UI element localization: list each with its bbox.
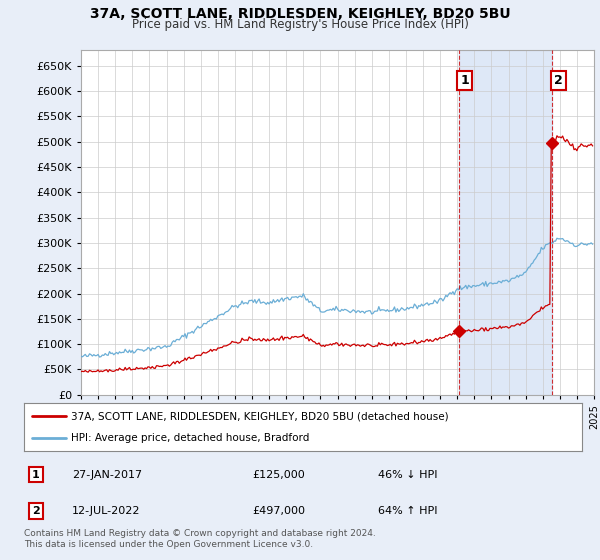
Text: HPI: Average price, detached house, Bradford: HPI: Average price, detached house, Brad… — [71, 433, 310, 443]
Text: 2: 2 — [32, 506, 40, 516]
Text: Contains HM Land Registry data © Crown copyright and database right 2024.
This d: Contains HM Land Registry data © Crown c… — [24, 529, 376, 549]
Text: Price paid vs. HM Land Registry's House Price Index (HPI): Price paid vs. HM Land Registry's House … — [131, 18, 469, 31]
Text: 1: 1 — [460, 74, 469, 87]
Text: 37A, SCOTT LANE, RIDDLESDEN, KEIGHLEY, BD20 5BU: 37A, SCOTT LANE, RIDDLESDEN, KEIGHLEY, B… — [89, 7, 511, 21]
Text: 27-JAN-2017: 27-JAN-2017 — [72, 470, 142, 479]
Bar — [458, 50, 552, 395]
Text: 2: 2 — [554, 74, 562, 87]
Text: 37A, SCOTT LANE, RIDDLESDEN, KEIGHLEY, BD20 5BU (detached house): 37A, SCOTT LANE, RIDDLESDEN, KEIGHLEY, B… — [71, 411, 449, 421]
Text: £125,000: £125,000 — [252, 470, 305, 479]
Text: 12-JUL-2022: 12-JUL-2022 — [72, 506, 140, 516]
Text: £497,000: £497,000 — [252, 506, 305, 516]
Text: 46% ↓ HPI: 46% ↓ HPI — [378, 470, 437, 479]
Text: 64% ↑ HPI: 64% ↑ HPI — [378, 506, 437, 516]
Text: 1: 1 — [32, 470, 40, 479]
